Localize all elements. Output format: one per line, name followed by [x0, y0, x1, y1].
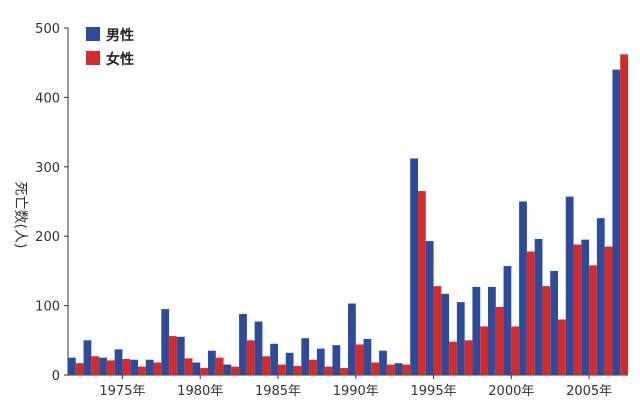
legend-label-female: 女性	[106, 51, 134, 68]
y-tick-label: 300	[35, 161, 60, 176]
bar-female-1983	[246, 340, 255, 375]
bar-female-1975	[122, 359, 131, 375]
bar-female-1986	[293, 365, 302, 375]
ticks-layer: 0 100 200 300 400 500 1975年 1980年 1985年 1990年 1995…	[35, 22, 612, 399]
bar-male-2003	[550, 270, 558, 375]
bar-male-1975	[114, 349, 123, 375]
bar-female-1978	[169, 336, 177, 375]
x-tick-label: 1980年	[177, 384, 223, 399]
bar-female-1976	[138, 366, 146, 375]
bar-female-1992	[386, 364, 395, 375]
bar-female-1984	[262, 356, 271, 375]
bar-male-1987	[301, 338, 310, 375]
bar-male-2006	[596, 218, 605, 375]
x-tick-label: 1990年	[333, 384, 379, 399]
bar-male-1996	[441, 293, 450, 375]
bar-male-1972	[68, 357, 76, 375]
bar-female-2003	[558, 319, 566, 375]
bar-female-2001	[526, 251, 535, 375]
x-tick-label: 1985年	[255, 384, 301, 399]
bar-female-2005	[589, 265, 597, 375]
bar-female-1987	[309, 359, 317, 375]
bar-female-1977	[153, 362, 162, 375]
bars-layer	[68, 54, 628, 375]
bar-female-2007	[620, 54, 628, 375]
y-tick-label: 0	[52, 369, 60, 384]
bar-female-2002	[542, 286, 551, 375]
legend-swatch-male	[86, 27, 100, 41]
x-tick-label: 2000年	[488, 384, 534, 399]
legend-swatch-female	[86, 51, 100, 65]
bar-female-2004	[573, 244, 582, 375]
bar-male-1992	[379, 350, 387, 375]
bar-female-1979	[184, 358, 193, 375]
bar-male-1984	[254, 321, 263, 375]
bar-female-1989	[340, 368, 348, 375]
bar-male-1978	[161, 309, 170, 375]
bar-male-1981	[208, 350, 216, 375]
legend-label-male: 男性	[106, 27, 134, 44]
bar-male-1995	[425, 241, 434, 375]
bar-female-1993	[402, 364, 411, 375]
bar-female-1982	[231, 366, 240, 375]
bar-male-1991	[363, 338, 372, 375]
bar-female-2000	[511, 326, 520, 375]
bar-male-2000	[503, 266, 512, 375]
bar-male-1977	[145, 359, 154, 375]
bar-male-1994	[410, 158, 418, 375]
y-tick-label: 500	[35, 22, 60, 37]
bar-female-1995	[433, 286, 442, 375]
y-tick-label: 400	[35, 91, 60, 106]
bar-female-1981	[215, 357, 224, 375]
bar-male-2005	[581, 239, 590, 375]
bar-male-1985	[270, 343, 278, 375]
bar-female-1997	[464, 340, 473, 375]
bar-male-2001	[519, 201, 527, 375]
bar-male-1982	[223, 364, 232, 375]
bar-female-1972	[75, 363, 84, 375]
bar-female-1980	[200, 368, 208, 375]
bar-female-1996	[449, 341, 457, 375]
bar-male-1980	[192, 362, 201, 375]
bar-female-1973	[91, 356, 100, 375]
bar-female-1990	[355, 344, 364, 375]
bar-female-1998	[480, 326, 488, 375]
x-tick-label: 1975年	[99, 384, 145, 399]
bar-female-1985	[278, 364, 286, 375]
bar-male-1979	[176, 336, 185, 375]
bar-male-2002	[534, 238, 543, 375]
bar-female-1974	[106, 360, 115, 375]
bar-male-1999	[488, 286, 496, 375]
bar-male-1993	[394, 363, 403, 375]
bar-female-1994	[418, 191, 426, 375]
y-tick-label: 100	[35, 300, 60, 315]
bar-male-1976	[130, 359, 138, 375]
bar-male-2004	[565, 196, 574, 375]
bar-male-1998	[472, 286, 481, 375]
bar-female-1988	[324, 366, 333, 375]
bar-female-1991	[371, 362, 380, 375]
x-tick-label: 1995年	[411, 384, 457, 399]
bar-female-2006	[604, 246, 613, 375]
bar-male-1990	[348, 303, 356, 375]
bar-male-1988	[316, 348, 325, 375]
bar-male-1974	[99, 357, 107, 375]
legend: 男性 女性	[86, 27, 134, 68]
bar-male-1997	[456, 302, 465, 375]
bar-female-1999	[495, 306, 504, 375]
bar-male-1986	[285, 352, 294, 375]
y-tick-label: 200	[35, 230, 60, 245]
bar-male-2007	[612, 69, 621, 375]
x-tick-label: 2005年	[566, 384, 612, 399]
bar-male-1983	[239, 313, 247, 375]
bar-male-1989	[332, 345, 341, 375]
y-axis-label: 死亡数(人)	[12, 182, 28, 249]
bar-male-1973	[83, 340, 92, 375]
